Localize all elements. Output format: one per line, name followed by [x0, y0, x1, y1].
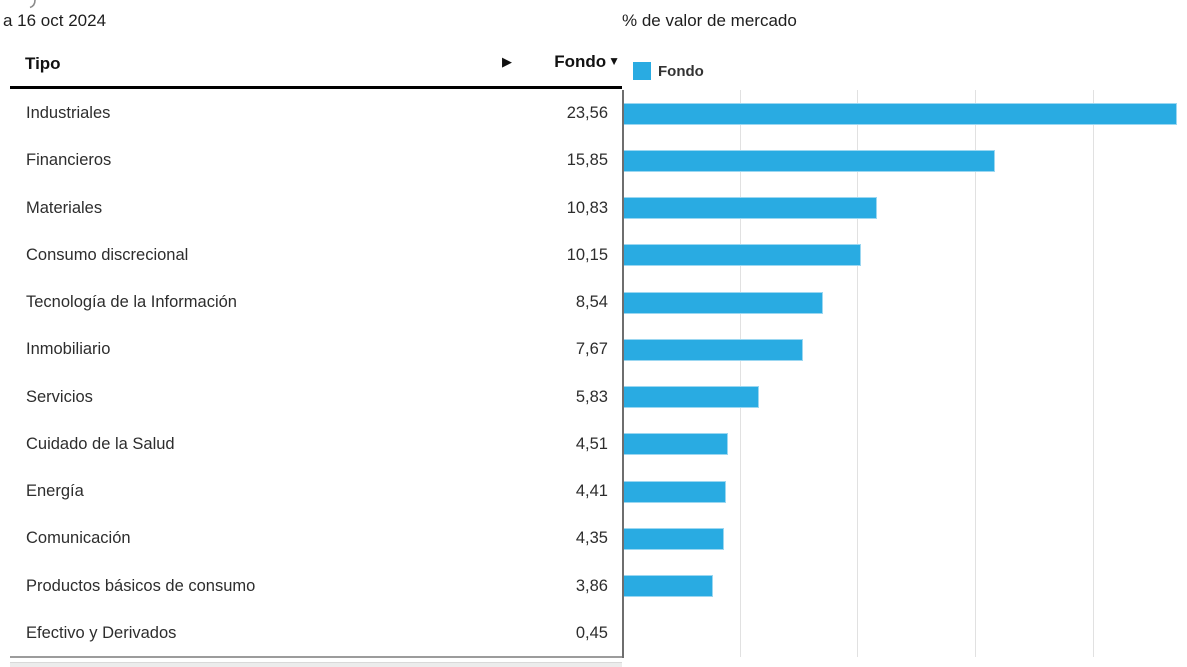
table-row: Productos básicos de consumo 3,86 — [0, 563, 1187, 610]
sector-label: Energía — [26, 482, 84, 501]
table-row: Materiales 10,83 — [0, 185, 1187, 232]
sector-label: Efectivo y Derivados — [26, 623, 177, 642]
bar-track — [622, 421, 1187, 468]
sector-value: 23,56 — [566, 104, 608, 123]
fund-bar — [622, 527, 725, 550]
fund-bar — [622, 433, 729, 456]
bar-track — [622, 326, 1187, 373]
sector-label: Consumo discrecional — [26, 245, 189, 264]
legend-color-swatch — [633, 62, 651, 80]
scrollbar-track-fragment — [10, 662, 622, 667]
table-row-left-cell: Industriales 23,56 — [0, 104, 622, 123]
table-row: Servicios 5,83 — [0, 374, 1187, 421]
bar-track — [622, 137, 1187, 184]
bar-track — [622, 185, 1187, 232]
sector-value: 4,51 — [575, 434, 608, 453]
sector-label: Financieros — [26, 151, 112, 170]
table-row: Cuidado de la Salud 4,51 — [0, 421, 1187, 468]
as-of-date: a 16 oct 2024 — [3, 11, 107, 30]
chart-axis-line — [622, 90, 624, 658]
gridline-10 — [857, 90, 859, 657]
table-row: Energía 4,41 — [0, 468, 1187, 515]
table-row: Tecnología de la Información 8,54 — [0, 279, 1187, 326]
sector-value: 4,41 — [575, 482, 608, 501]
column-header-tipo: Tipo — [25, 54, 61, 73]
column-header-fondo-sort[interactable]: Fondo ▼ — [480, 53, 620, 70]
fund-bar — [622, 102, 1177, 125]
bar-track — [622, 563, 1187, 610]
fund-bar — [622, 386, 760, 409]
sector-label: Industriales — [26, 104, 111, 123]
sector-value: 10,83 — [566, 198, 608, 217]
sector-label: Comunicación — [26, 529, 131, 548]
sector-table-rows: Industriales 23,56 Financieros 15,85 Mat… — [0, 90, 1187, 657]
bar-chart-plot-area — [622, 90, 1187, 657]
sector-label: Tecnología de la Información — [26, 293, 237, 312]
table-row-left-cell: Energía 4,41 — [0, 482, 622, 501]
chart-legend: Fondo — [633, 62, 704, 80]
table-row-left-cell: Materiales 10,83 — [0, 199, 622, 218]
table-row: Industriales 23,56 — [0, 90, 1187, 137]
sector-label: Materiales — [26, 198, 103, 217]
table-row-left-cell: Servicios 5,83 — [0, 388, 622, 407]
bar-track — [622, 515, 1187, 562]
legend-label: Fondo — [658, 62, 704, 80]
fund-bar — [622, 197, 877, 220]
sector-label: Productos básicos de consumo — [26, 576, 256, 595]
table-row: Efectivo y Derivados 0,45 — [0, 610, 1187, 657]
sector-label: Inmobiliario — [26, 340, 111, 359]
bar-track — [622, 374, 1187, 421]
sector-value: 10,15 — [566, 245, 608, 264]
bar-track — [622, 232, 1187, 279]
chart-title: % de valor de mercado — [622, 11, 797, 30]
table-row-left-cell: Efectivo y Derivados 0,45 — [0, 624, 622, 643]
sector-value: 0,45 — [575, 623, 608, 642]
bar-track — [622, 468, 1187, 515]
sort-desc-icon: ▼ — [608, 54, 620, 68]
gridline-20 — [1092, 90, 1094, 657]
sector-label: Servicios — [26, 387, 93, 406]
column-header-fondo-label: Fondo — [554, 52, 607, 71]
sector-value: 4,35 — [575, 529, 608, 548]
cropped-text-artifact — [29, 0, 36, 9]
table-row: Inmobiliario 7,67 — [0, 326, 1187, 373]
table-row-left-cell: Financieros 15,85 — [0, 151, 622, 170]
expand-triangle-icon[interactable]: ▶ — [502, 54, 512, 69]
fund-bar — [622, 149, 996, 172]
fund-bar — [622, 480, 726, 503]
sector-value: 8,54 — [575, 293, 608, 312]
sector-value: 15,85 — [566, 151, 608, 170]
sector-value: 3,86 — [575, 576, 608, 595]
bar-track — [622, 90, 1187, 137]
table-row-left-cell: Comunicación 4,35 — [0, 529, 622, 548]
bar-track — [622, 279, 1187, 326]
table-row: Comunicación 4,35 — [0, 515, 1187, 562]
fund-bar — [622, 338, 803, 361]
fund-bar — [622, 575, 713, 598]
table-row-left-cell: Cuidado de la Salud 4,51 — [0, 435, 622, 454]
table-header-divider — [10, 86, 622, 89]
sector-label: Cuidado de la Salud — [26, 434, 175, 453]
table-row-left-cell: Consumo discrecional 10,15 — [0, 246, 622, 265]
fund-bar — [622, 244, 861, 267]
table-row: Financieros 15,85 — [0, 137, 1187, 184]
sector-value: 5,83 — [575, 387, 608, 406]
table-bottom-divider — [10, 656, 622, 658]
table-row-left-cell: Tecnología de la Información 8,54 — [0, 293, 622, 312]
sector-value: 7,67 — [575, 340, 608, 359]
table-row: Consumo discrecional 10,15 — [0, 232, 1187, 279]
table-row-left-cell: Productos básicos de consumo 3,86 — [0, 577, 622, 596]
fund-bar — [622, 291, 824, 314]
table-row-left-cell: Inmobiliario 7,67 — [0, 340, 622, 359]
bar-track — [622, 610, 1187, 657]
gridline-15 — [975, 90, 977, 657]
gridline-5 — [739, 90, 741, 657]
